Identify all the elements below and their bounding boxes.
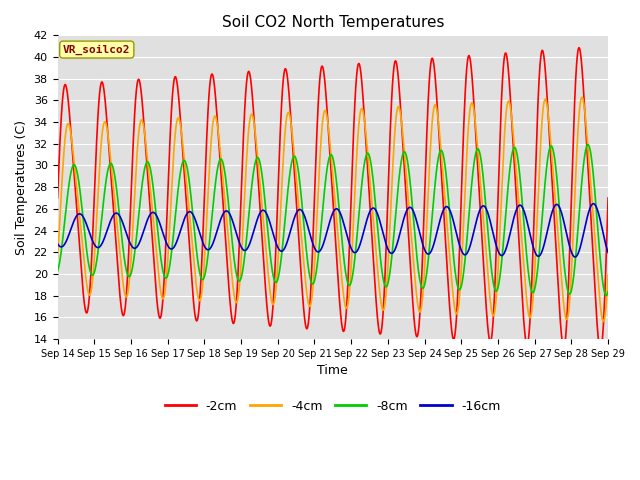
X-axis label: Time: Time	[317, 364, 348, 377]
Title: Soil CO2 North Temperatures: Soil CO2 North Temperatures	[221, 15, 444, 30]
Text: VR_soilco2: VR_soilco2	[63, 45, 131, 55]
Y-axis label: Soil Temperatures (C): Soil Temperatures (C)	[15, 120, 28, 255]
Legend: -2cm, -4cm, -8cm, -16cm: -2cm, -4cm, -8cm, -16cm	[159, 395, 506, 418]
